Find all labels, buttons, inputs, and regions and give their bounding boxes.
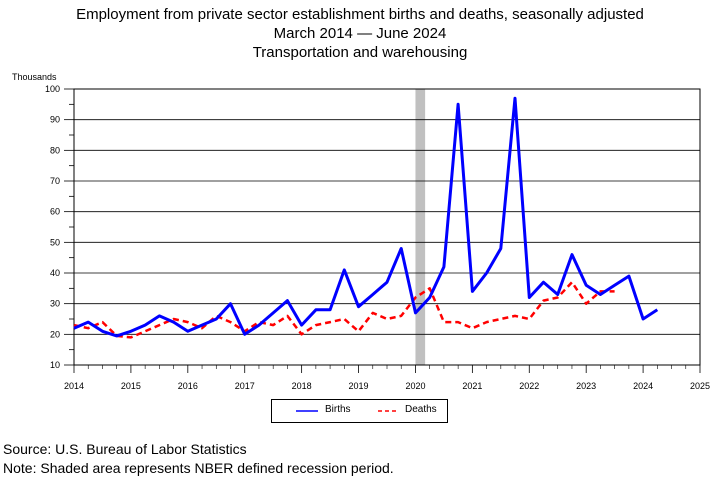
- series-line-births: [73, 96, 659, 338]
- y-tick-label: 70: [50, 176, 60, 186]
- y-tick-label: 20: [50, 329, 60, 339]
- series-line-deaths: [73, 280, 615, 339]
- chart-industry: Transportation and warehousing: [252, 44, 468, 61]
- chart-title: Employment from private sector establish…: [76, 6, 644, 23]
- legend-deaths-label: Deaths: [405, 404, 437, 415]
- y-tick-label: 90: [50, 115, 60, 125]
- x-axis: 2014 2015 2016 2017 2018 2019 2020 2021 2022 2023…: [64, 365, 710, 391]
- y-tick-label: 30: [50, 299, 60, 309]
- x-tick-label: 2015: [121, 381, 141, 391]
- x-tick-label: 2020: [405, 381, 425, 391]
- subtitle-start: March 2014: [273, 25, 353, 42]
- data-series: [73, 96, 659, 339]
- subtitle-end: June 2024: [376, 25, 447, 42]
- y-tick-label: 60: [50, 207, 60, 217]
- x-tick-label: 2025: [690, 381, 710, 391]
- x-tick-label: 2018: [292, 381, 312, 391]
- y-axis-label: Thousands: [12, 72, 57, 82]
- recession-note: Note: Shaded area represents NBER define…: [3, 460, 394, 476]
- subtitle-dash: —: [357, 25, 373, 42]
- chart-subtitle: March 2014 — June 2024: [0, 24, 720, 43]
- gridlines: [74, 88, 700, 366]
- x-tick-label: 2024: [633, 381, 653, 391]
- x-tick-label: 2014: [64, 381, 84, 391]
- y-tick-label: 50: [50, 237, 60, 247]
- y-axis: 10 20 30 40 50 60 70 80 90 100: [45, 84, 74, 370]
- recession-shading: [415, 89, 426, 365]
- source-note: Source: U.S. Bureau of Labor Statistics: [3, 441, 247, 457]
- x-tick-label: 2016: [178, 381, 198, 391]
- x-tick-label: 2021: [462, 381, 482, 391]
- y-tick-label: 40: [50, 268, 60, 278]
- legend: Births Deaths: [271, 399, 448, 423]
- y-tick-label: 100: [45, 84, 60, 94]
- x-tick-label: 2023: [576, 381, 596, 391]
- x-tick-label: 2019: [349, 381, 369, 391]
- x-tick-label: 2017: [235, 381, 255, 391]
- legend-births-label: Births: [325, 404, 351, 415]
- x-tick-label: 2022: [519, 381, 539, 391]
- y-tick-label: 10: [50, 360, 60, 370]
- plot-frame: [73, 88, 701, 366]
- y-tick-label: 80: [50, 145, 60, 155]
- recession-band: [415, 89, 426, 365]
